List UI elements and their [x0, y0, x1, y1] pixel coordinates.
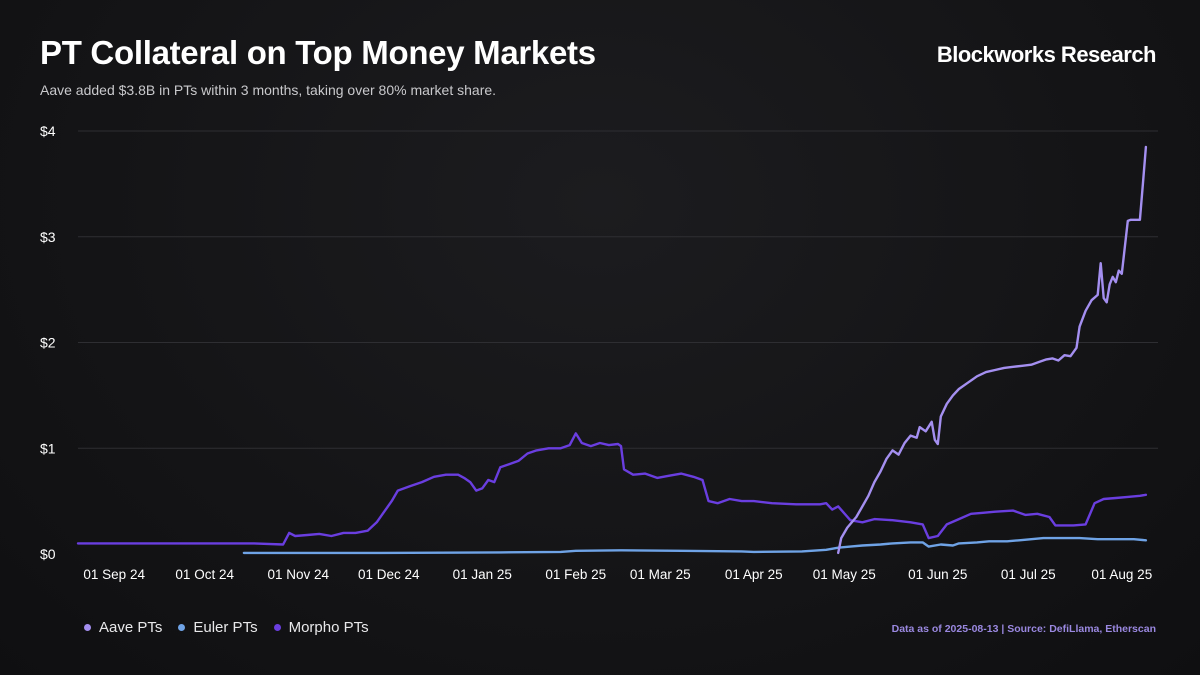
legend-dot-icon	[273, 624, 281, 631]
x-tick-label: 01 Oct 24	[175, 567, 234, 582]
source-note: Data as of 2025-08-13 | Source: DefiLlam…	[891, 623, 1156, 635]
legend-dot-icon	[178, 624, 186, 631]
x-tick-label: 01 May 25	[813, 567, 876, 582]
x-tick-label: 01 Aug 25	[1091, 567, 1152, 582]
series-line-morpho-pts[interactable]	[76, 432, 1148, 546]
y-tick-label: $2	[40, 335, 56, 351]
brand-logo: Blockworks Research	[936, 42, 1157, 67]
gridlines	[78, 130, 1158, 449]
x-tick-label: 01 Jul 25	[1001, 567, 1056, 582]
series-lines	[76, 145, 1148, 555]
x-tick-label: 01 Jan 25	[453, 567, 512, 582]
legend-label-morpho: Morpho PTs	[288, 619, 369, 636]
x-tick-label: 01 Apr 25	[725, 567, 783, 582]
x-tick-label: 01 Nov 24	[267, 567, 329, 582]
y-tick-label: $4	[40, 123, 56, 139]
series-line-aave-pts[interactable]	[837, 145, 1148, 555]
legend-item-aave[interactable]: Aave PTs	[84, 619, 162, 636]
legend-item-euler[interactable]: Euler PTs	[178, 619, 258, 636]
chart-subtitle: Aave added $3.8B in PTs within 3 months,…	[40, 82, 497, 98]
y-axis-ticks: $0 $1 $2 $3 $4	[40, 123, 56, 562]
x-tick-label: 01 Dec 24	[358, 567, 420, 582]
legend: Aave PTs Euler PTs Morpho PTs	[84, 619, 369, 636]
x-axis-ticks: 01 Sep 24 01 Oct 24 01 Nov 24 01 Dec 24 01 J…	[83, 567, 1152, 582]
legend-label-euler: Euler PTs	[193, 619, 258, 636]
y-tick-label: $0	[40, 546, 56, 562]
x-tick-label: 01 Jun 25	[908, 567, 967, 582]
x-tick-label: 01 Feb 25	[545, 567, 606, 582]
x-tick-label: 01 Mar 25	[630, 567, 691, 582]
y-tick-label: $1	[40, 440, 56, 456]
series-line-euler-pts[interactable]	[242, 536, 1148, 555]
chart-title: PT Collateral on Top Money Markets	[40, 34, 596, 71]
legend-label-aave: Aave PTs	[99, 619, 163, 636]
legend-item-morpho[interactable]: Morpho PTs	[273, 619, 369, 636]
y-tick-label: $3	[40, 229, 56, 245]
legend-dot-icon	[84, 624, 91, 631]
x-tick-label: 01 Sep 24	[83, 567, 145, 582]
